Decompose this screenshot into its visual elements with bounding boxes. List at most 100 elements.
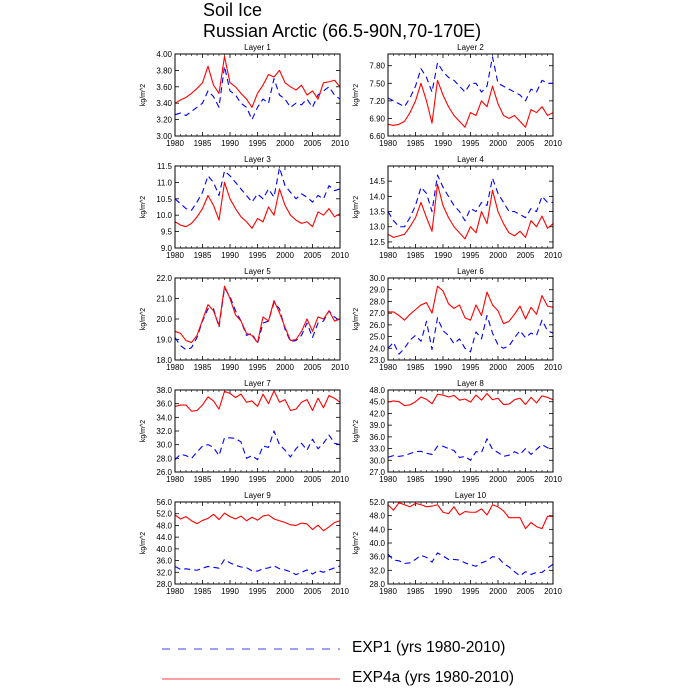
x-tick-label: 2000 — [489, 587, 507, 596]
x-tick-label: 1995 — [249, 475, 267, 484]
x-tick-label: 2000 — [276, 139, 294, 148]
x-tick-label: 2005 — [517, 251, 535, 260]
y-tick-label: 27.0 — [369, 468, 385, 477]
y-tick-label: 3.80 — [156, 66, 172, 75]
y-tick-label: 36.0 — [156, 557, 172, 566]
x-tick-label: 2000 — [276, 251, 294, 260]
panel-title: Layer 7 — [244, 379, 271, 388]
y-tick-label: 6.60 — [369, 132, 385, 141]
x-tick-label: 1990 — [434, 363, 452, 372]
panel-frame — [174, 277, 341, 361]
y-tick-label: 3.60 — [156, 83, 172, 92]
x-tick-label: 1995 — [249, 587, 267, 596]
y-tick-label: 26.0 — [369, 321, 385, 330]
y-axis-label: kg/m^2 — [140, 532, 147, 554]
series-line-exp4a — [174, 285, 341, 344]
y-tick-label: 36.0 — [156, 400, 172, 409]
x-tick-label: 2010 — [331, 139, 349, 148]
series-line-exp1 — [174, 558, 341, 576]
x-tick-label: 2010 — [544, 587, 562, 596]
x-tick-label: 1995 — [462, 587, 480, 596]
y-tick-label: 19.0 — [156, 336, 172, 345]
x-tick-label: 1995 — [249, 363, 267, 372]
series-line-exp4a — [388, 285, 554, 325]
x-tick-label: 2005 — [517, 363, 535, 372]
x-tick-label: 2010 — [331, 363, 349, 372]
y-tick-label: 30.0 — [369, 456, 385, 465]
y-tick-label: 48.0 — [156, 521, 172, 530]
panel-frame — [387, 389, 554, 473]
y-tick-label: 30.0 — [156, 441, 172, 450]
y-tick-label: 11.5 — [157, 162, 173, 171]
x-tick-label: 1995 — [249, 251, 267, 260]
y-tick-label: 40.0 — [156, 545, 172, 554]
y-tick-label: 29.0 — [369, 286, 385, 295]
y-tick-label: 45.0 — [369, 398, 385, 407]
series-line-exp4a — [387, 183, 554, 240]
x-tick-label: 1985 — [194, 139, 212, 148]
series-line-exp4a — [174, 512, 341, 532]
chart-title: Soil Ice — [203, 0, 263, 20]
legend-label-exp4a: EXP4a (yrs 1980-2010) — [352, 669, 514, 686]
series-line-exp4a — [174, 181, 341, 229]
x-tick-label: 1985 — [407, 587, 425, 596]
x-tick-label: 2010 — [331, 587, 349, 596]
y-tick-label: 14.0 — [369, 192, 385, 201]
y-tick-label: 20.0 — [156, 315, 172, 324]
panel-layer-9: Layer 9 kg/m^2 1980 1985 1990 1995 2000 2005 201… — [140, 491, 349, 596]
y-tick-label: 28.0 — [156, 454, 172, 463]
x-tick-label: 1985 — [407, 363, 425, 372]
legend-label-exp1: EXP1 (yrs 1980-2010) — [352, 639, 506, 656]
y-tick-label: 7.20 — [369, 97, 385, 106]
y-tick-label: 30.0 — [369, 274, 385, 283]
x-tick-label: 1985 — [194, 251, 212, 260]
x-tick-label: 1990 — [434, 251, 452, 260]
x-tick-label: 2005 — [304, 363, 322, 372]
series-line-exp1 — [387, 552, 554, 577]
x-tick-label: 1995 — [462, 363, 480, 372]
panel-layer-2: Layer 2 kg/m^2 1980 1985 1990 1995 2000 2005 201… — [353, 43, 562, 148]
x-tick-label: 2005 — [304, 251, 322, 260]
x-tick-label: 2010 — [544, 251, 562, 260]
panel-layer-1: Layer 1 kg/m^2 1980 1985 1990 1995 2000 2005 201… — [140, 43, 349, 148]
x-tick-label: 1980 — [166, 139, 184, 148]
series-line-exp1 — [387, 56, 553, 108]
y-tick-label: 27.0 — [369, 309, 385, 318]
panel-title: Layer 4 — [457, 155, 484, 164]
x-tick-label: 1980 — [379, 475, 397, 484]
panel-layer-5: Layer 5 kg/m^2 1980 1985 1990 1995 2000 2005 201… — [140, 267, 349, 372]
x-tick-label: 2005 — [517, 139, 535, 148]
series-line-exp1 — [174, 167, 341, 211]
x-tick-label: 2010 — [544, 475, 562, 484]
y-axis-label: kg/m^2 — [353, 84, 360, 106]
chart-subtitle: Russian Arctic (66.5-90N,70-170E) — [203, 21, 482, 41]
y-tick-label: 52.0 — [369, 498, 385, 507]
series-line-exp1 — [174, 65, 341, 121]
panel-title: Layer 9 — [244, 491, 271, 500]
y-tick-label: 44.0 — [369, 525, 385, 534]
x-tick-label: 1980 — [166, 251, 184, 260]
x-tick-label: 1990 — [434, 139, 452, 148]
panel-title: Layer 8 — [457, 379, 484, 388]
x-tick-label: 2000 — [489, 475, 507, 484]
x-tick-label: 1980 — [379, 363, 397, 372]
x-tick-label: 2000 — [276, 475, 294, 484]
series-line-exp1 — [387, 314, 554, 355]
panel-layer-4: Layer 4 kg/m^2 1980 1985 1990 1995 2000 2005 201… — [353, 155, 562, 260]
panel-title: Layer 10 — [455, 491, 487, 500]
x-tick-label: 1980 — [379, 139, 397, 148]
y-tick-label: 24.0 — [369, 344, 385, 353]
series-line-exp1 — [174, 430, 341, 461]
y-tick-label: 22.0 — [156, 274, 172, 283]
panel-layer-10: Layer 10 kg/m^2 1980 1985 1990 1995 2000 2005 20… — [353, 491, 562, 596]
x-tick-label: 1990 — [221, 363, 239, 372]
x-tick-label: 2000 — [489, 363, 507, 372]
y-tick-label: 28.0 — [156, 580, 172, 589]
panel-frame — [174, 165, 341, 249]
panel-layer-3: Layer 3 kg/m^2 1980 1985 1990 1995 2000 2005 201… — [140, 155, 349, 260]
y-tick-label: 28.0 — [369, 580, 385, 589]
y-axis-label: kg/m^2 — [140, 84, 147, 106]
y-tick-label: 39.0 — [369, 421, 385, 430]
panel-layer-6: Layer 6 kg/m^2 1980 1985 1990 1995 2000 2005 201… — [353, 267, 562, 372]
y-tick-label: 42.0 — [369, 409, 385, 418]
